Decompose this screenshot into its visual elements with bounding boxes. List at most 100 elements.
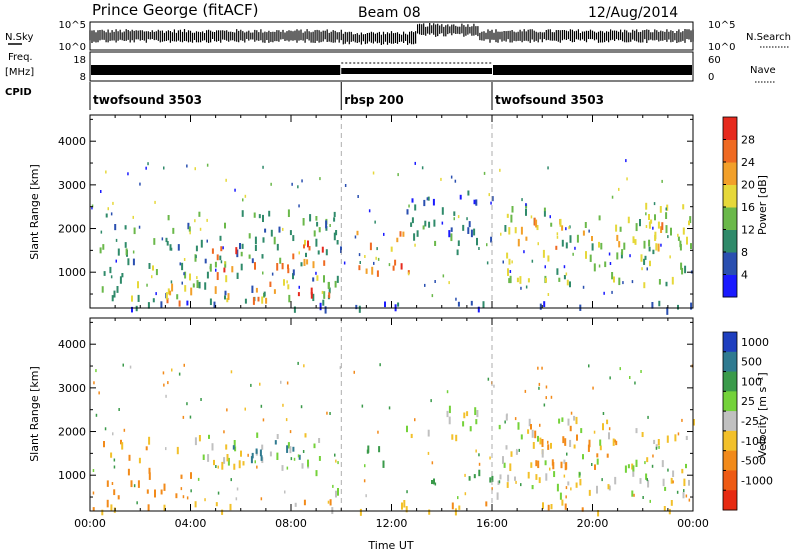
heatmap-cell	[498, 480, 501, 484]
heatmap-cell	[561, 239, 564, 247]
heatmap-cell	[685, 435, 688, 441]
heatmap-cell	[181, 281, 183, 285]
heatmap-cell	[136, 501, 138, 505]
heatmap-cell	[401, 502, 403, 510]
heatmap-cell	[155, 269, 158, 276]
heatmap-cell	[155, 292, 157, 296]
heatmap-cell	[434, 240, 437, 246]
colorbar-swatch	[723, 139, 737, 163]
heatmap-cell	[298, 204, 300, 208]
heatmap-cell	[137, 281, 139, 289]
heatmap-cell	[689, 216, 692, 224]
heatmap-cell	[244, 407, 246, 411]
heatmap-cell	[634, 381, 636, 385]
heatmap-cell	[539, 423, 541, 427]
heatmap-cell	[333, 217, 336, 222]
heatmap-cell	[269, 451, 272, 457]
heatmap-cell	[525, 285, 528, 289]
heatmap-cell	[170, 280, 173, 284]
heatmap-cell	[329, 412, 331, 415]
heatmap-cell	[261, 296, 264, 304]
heatmap-cell	[285, 418, 288, 422]
heatmap-cell	[209, 298, 212, 306]
heatmap-cell	[166, 241, 169, 246]
heatmap-cell	[545, 473, 548, 481]
heatmap-cell	[520, 226, 523, 235]
heatmap-cell	[655, 444, 658, 449]
heatmap-cell	[672, 470, 675, 477]
heatmap-cell	[587, 444, 590, 452]
heatmap-cell	[313, 230, 316, 237]
heatmap-cell	[585, 251, 587, 259]
heatmap-cell	[570, 411, 573, 415]
cpid-label: CPID	[5, 87, 32, 98]
heatmap-cell	[562, 436, 565, 444]
heatmap-cell	[518, 448, 520, 452]
heatmap-cell	[292, 269, 295, 276]
heatmap-cell	[541, 439, 544, 447]
heatmap-cell	[200, 398, 202, 401]
colorbar-tick-label: 25	[741, 395, 755, 408]
heatmap-cell	[221, 509, 224, 515]
heatmap-cell	[200, 239, 203, 248]
heatmap-cell	[147, 162, 149, 166]
heatmap-cell	[626, 177, 628, 181]
nsky-trace	[89, 23, 694, 45]
heatmap-cell	[233, 463, 236, 470]
cpid-row: twofsound 3503 rbsp 200 twofsound 3503	[89, 82, 604, 110]
heatmap-cell	[440, 177, 442, 181]
heatmap-cell	[186, 402, 188, 406]
heatmap-cell	[582, 285, 585, 289]
heatmap-cell	[146, 489, 149, 494]
heatmap-cell	[598, 264, 601, 268]
heatmap-cell	[222, 246, 224, 250]
heatmap-cell	[372, 171, 375, 175]
heatmap-cell	[545, 277, 547, 283]
heatmap-cell	[462, 421, 465, 427]
heatmap-cell	[619, 226, 622, 232]
heatmap-cell	[498, 424, 501, 430]
heatmap-cell	[374, 220, 376, 224]
heatmap-cell	[525, 236, 528, 241]
heatmap-cell	[162, 371, 165, 375]
heatmap-cell	[190, 489, 192, 493]
heatmap-cell	[99, 247, 102, 254]
colorbar-tick-label: -25	[741, 415, 759, 428]
heatmap-cell	[553, 471, 556, 478]
heatmap-cell	[453, 217, 455, 221]
heatmap-cell	[263, 291, 266, 297]
heatmap-cell	[556, 483, 559, 492]
heatmap-cell	[365, 494, 367, 498]
heatmap-cell	[359, 261, 361, 264]
heatmap-cell	[533, 217, 536, 226]
y-tick-label: 4000	[58, 338, 86, 351]
heatmap-cell	[271, 272, 274, 276]
heatmap-cell	[411, 198, 414, 203]
heatmap-cell	[408, 204, 410, 208]
heatmap-cell	[490, 236, 493, 243]
heatmap-cell	[561, 499, 564, 506]
heatmap-cell	[292, 235, 295, 242]
heatmap-cell	[288, 294, 291, 303]
heatmap-cell	[647, 479, 650, 488]
heatmap-cell	[390, 246, 393, 252]
heatmap-cell	[491, 487, 493, 491]
heatmap-cell	[681, 468, 684, 474]
heatmap-cell	[537, 435, 539, 442]
heatmap-cell	[110, 275, 113, 279]
heatmap-cell	[312, 277, 315, 282]
heatmap-cell	[122, 363, 124, 367]
heatmap-cell	[509, 270, 512, 273]
heatmap-cell	[184, 285, 187, 292]
beam-label: Beam 08	[358, 5, 421, 21]
heatmap-cell	[677, 236, 680, 241]
heatmap-cell	[476, 410, 479, 418]
heatmap-cell	[677, 233, 679, 237]
heatmap-cell	[323, 260, 326, 266]
heatmap-cell	[455, 297, 457, 301]
heatmap-cell	[485, 501, 488, 507]
heatmap-cell	[645, 225, 648, 228]
heatmap-cell	[165, 237, 168, 243]
heatmap-cell	[214, 286, 217, 294]
heatmap-cell	[251, 452, 254, 459]
